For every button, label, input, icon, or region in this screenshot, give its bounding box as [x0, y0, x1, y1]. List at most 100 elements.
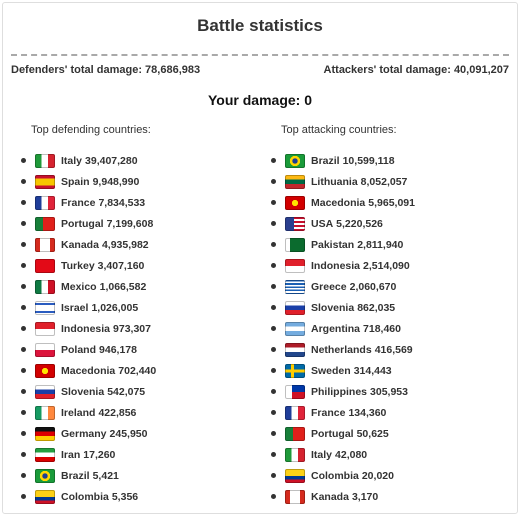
bullet-icon — [271, 263, 276, 268]
canada-flag-icon — [35, 237, 55, 252]
portugal-flag-icon — [285, 426, 305, 441]
country-name: France — [311, 406, 346, 419]
bullet-icon — [271, 431, 276, 436]
list-item: Greece 2,060,670 — [271, 276, 415, 297]
italy-flag-icon — [285, 447, 305, 462]
attacking-countries-column: Top attacking countries: Brazil 10,599,11… — [271, 124, 415, 507]
attackers-total: Attackers' total damage: 40,091,207 — [324, 64, 509, 76]
bullet-icon — [21, 305, 26, 310]
pakistan-flag-icon — [285, 237, 305, 252]
defending-list: Italy 39,407,280 Spain 9,948,990 France 7,834… — [21, 150, 156, 507]
iran-flag-icon — [35, 447, 55, 462]
bullet-icon — [271, 179, 276, 184]
country-damage: 973,307 — [113, 322, 151, 335]
defenders-total: Defenders' total damage: 78,686,983 — [11, 64, 200, 76]
list-item: Slovenia 862,035 — [271, 297, 415, 318]
list-item: Colombia 20,020 — [271, 465, 415, 486]
brazil-flag-icon — [285, 153, 305, 168]
bullet-icon — [21, 200, 26, 205]
bullet-icon — [21, 284, 26, 289]
your-damage-label: Your damage: — [208, 92, 301, 108]
bullet-icon — [271, 389, 276, 394]
country-name: Portugal — [61, 217, 104, 230]
country-name: Macedonia — [311, 196, 366, 209]
country-damage: 20,020 — [361, 469, 394, 482]
bullet-icon — [21, 158, 26, 163]
country-name: Iran — [61, 448, 81, 461]
list-item: Ireland 422,856 — [21, 402, 156, 423]
country-damage: 3,407,160 — [97, 259, 145, 272]
country-damage: 245,950 — [109, 427, 148, 440]
bullet-icon — [271, 284, 276, 289]
country-damage: 5,356 — [111, 490, 139, 503]
netherlands-flag-icon — [285, 342, 305, 357]
list-item: Germany 245,950 — [21, 423, 156, 444]
attacking-list: Brazil 10,599,118 Lithuania 8,052,057 Macedo… — [271, 150, 415, 507]
country-damage: 314,443 — [353, 364, 392, 377]
portugal-flag-icon — [35, 216, 55, 231]
page-title: Battle statistics — [197, 16, 323, 35]
list-item: USA 5,220,526 — [271, 213, 415, 234]
usa-flag-icon — [285, 216, 305, 231]
bullet-icon — [271, 200, 276, 205]
list-item: Netherlands 416,569 — [271, 339, 415, 360]
defending-heading: Top defending countries: — [31, 124, 151, 136]
bullet-icon — [21, 368, 26, 373]
list-item: Poland 946,178 — [21, 339, 156, 360]
list-item: Italy 42,080 — [271, 444, 415, 465]
country-name: Sweden — [311, 364, 351, 377]
bullet-icon — [271, 368, 276, 373]
macedonia-flag-icon — [35, 363, 55, 378]
country-name: Germany — [61, 427, 107, 440]
country-name: USA — [311, 217, 334, 230]
defending-countries-column: Top defending countries: Italy 39,407,280… — [21, 124, 156, 507]
list-item: Macedonia 5,965,091 — [271, 192, 415, 213]
country-name: Ireland — [61, 406, 96, 419]
attackers-total-label: Attackers' total damage: — [323, 64, 451, 76]
country-damage: 39,407,280 — [85, 154, 138, 167]
country-name: Poland — [61, 343, 97, 356]
colombia-flag-icon — [35, 489, 55, 504]
country-damage: 862,035 — [357, 301, 396, 314]
poland-flag-icon — [35, 342, 55, 357]
bullet-icon — [21, 473, 26, 478]
country-damage: 2,514,090 — [363, 259, 410, 272]
bullet-icon — [21, 410, 26, 415]
list-item: Turkey 3,407,160 — [21, 255, 156, 276]
defenders-total-value: 78,686,983 — [145, 64, 201, 76]
bullet-icon — [271, 347, 276, 352]
israel-flag-icon — [35, 300, 55, 315]
bullet-icon — [271, 158, 276, 163]
list-item: Brazil 5,421 — [21, 465, 156, 486]
country-damage: 9,948,990 — [92, 175, 140, 188]
country-damage: 5,421 — [92, 469, 119, 482]
bullet-icon — [21, 263, 26, 268]
list-item: Mexico 1,066,582 — [21, 276, 156, 297]
country-name: Spain — [61, 175, 90, 188]
country-damage: 542,075 — [107, 385, 146, 398]
slovenia-flag-icon — [35, 384, 55, 399]
bullet-icon — [271, 410, 276, 415]
country-damage: 7,199,608 — [106, 217, 154, 230]
country-name: France — [61, 196, 96, 209]
indonesia-flag-icon — [35, 321, 55, 336]
list-item: Indonesia 973,307 — [21, 318, 156, 339]
france-flag-icon — [35, 195, 55, 210]
country-damage: 7,834,533 — [98, 196, 146, 209]
country-damage: 8,052,057 — [360, 175, 408, 188]
list-item: France 134,360 — [271, 402, 415, 423]
list-item: France 7,834,533 — [21, 192, 156, 213]
ireland-flag-icon — [35, 405, 55, 420]
country-name: Kanada — [311, 490, 349, 503]
country-damage: 718,460 — [363, 322, 401, 335]
country-name: Italy — [311, 448, 333, 461]
country-damage: 5,965,091 — [368, 196, 415, 209]
spain-flag-icon — [35, 174, 55, 189]
country-name: Turkey — [61, 259, 95, 272]
country-damage: 10,599,118 — [342, 154, 395, 167]
list-item: Brazil 10,599,118 — [271, 150, 415, 171]
list-item: Pakistan 2,811,940 — [271, 234, 415, 255]
list-item: Kanada 3,170 — [271, 486, 415, 507]
list-item: Slovenia 542,075 — [21, 381, 156, 402]
defenders-total-label: Defenders' total damage: — [11, 64, 142, 76]
